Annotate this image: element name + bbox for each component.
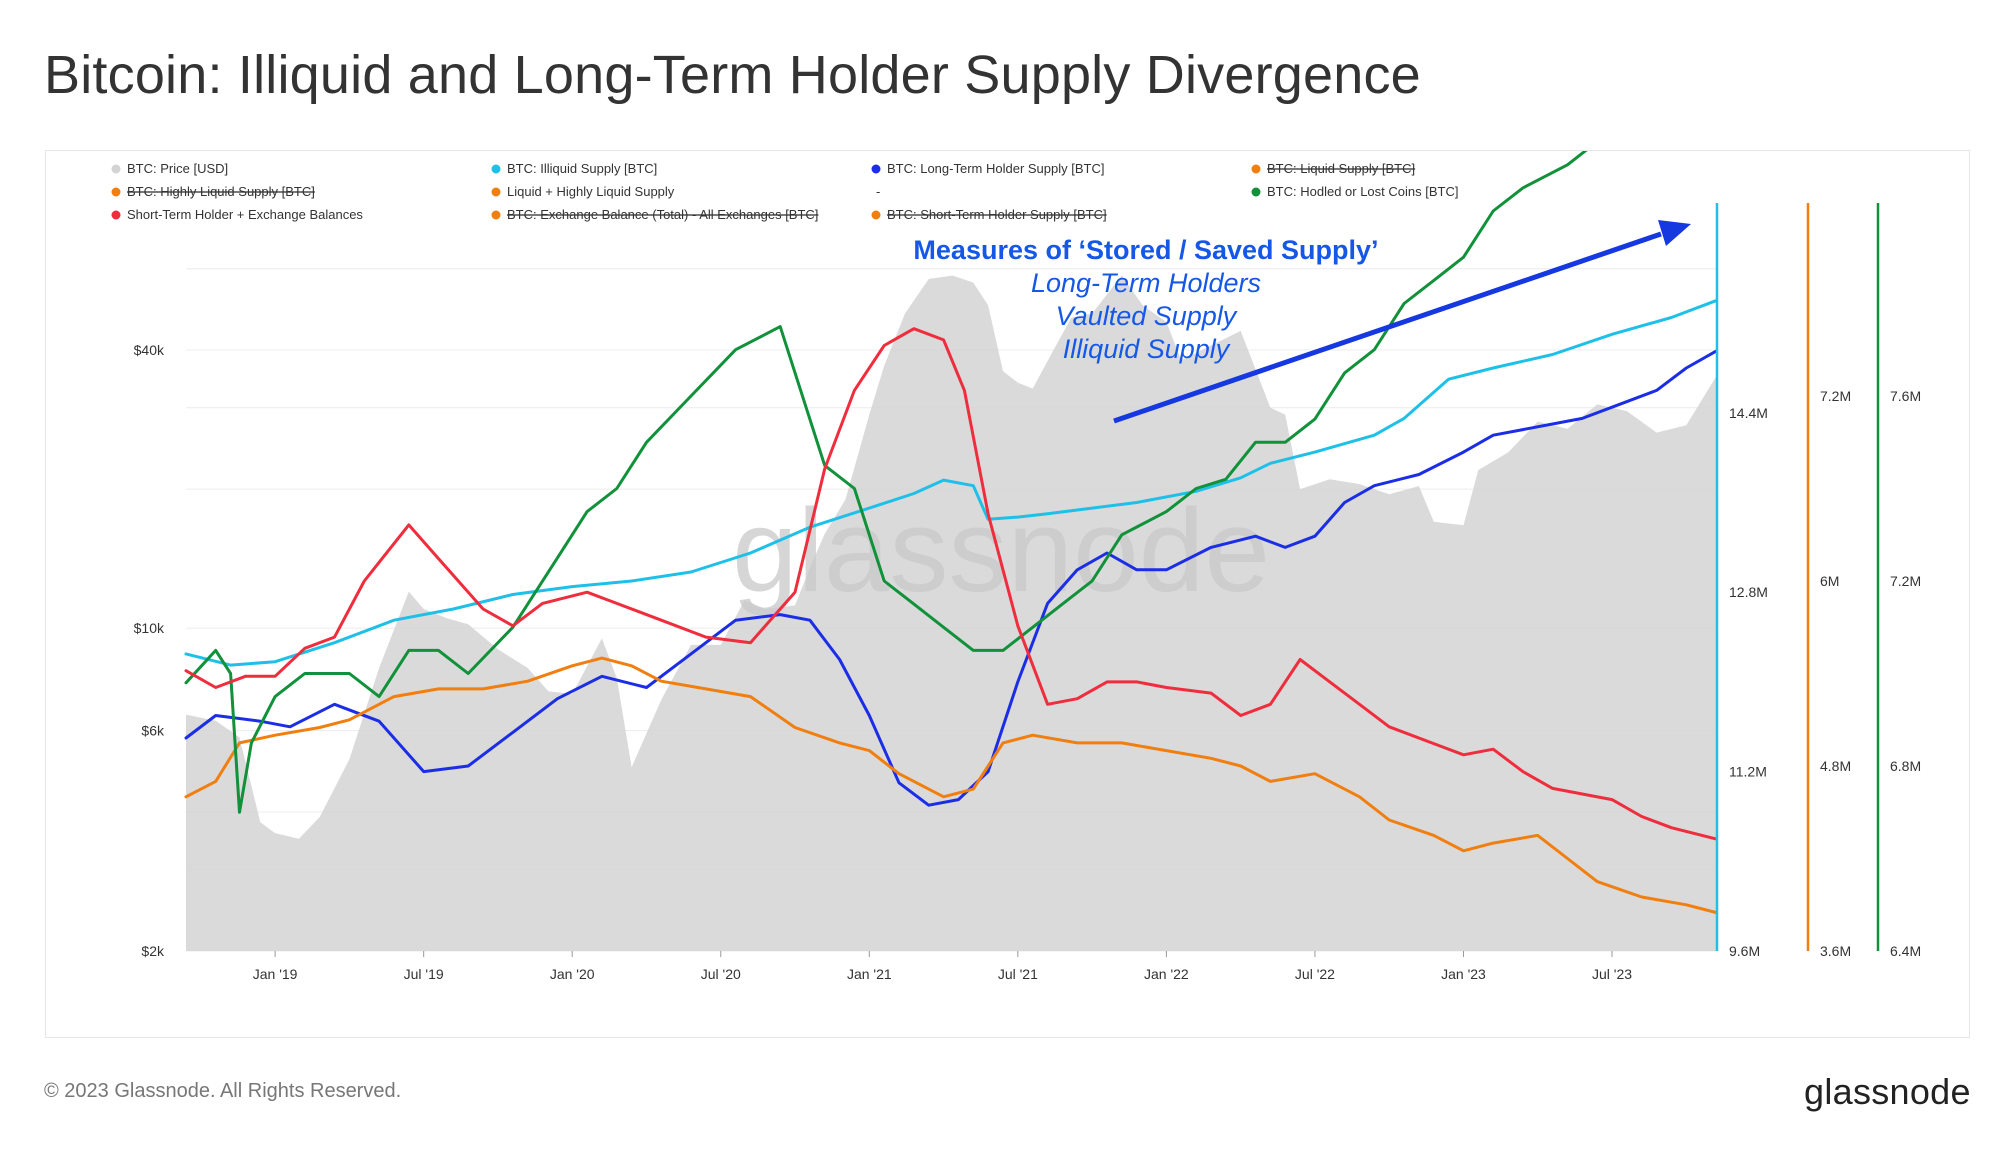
series-line-liquid-highly-liquid-supply — [184, 656, 1718, 914]
chart-panel: glassnode $2k $6k $10k $40k Jan '19 Jul '19 Ja… — [45, 150, 1970, 1038]
legend-item[interactable]: - — [876, 184, 880, 199]
legend-marker — [491, 187, 501, 197]
legend-label: BTC: Liquid Supply [BTC] — [1267, 161, 1415, 176]
legend-label: BTC: Hodled or Lost Coins [BTC] — [1267, 184, 1458, 199]
legend-label: Short-Term Holder + Exchange Balances — [127, 207, 363, 222]
trend-arrow-line — [1113, 231, 1662, 424]
right-axis-tick-hodled: 6.4M — [1890, 943, 1921, 959]
annotation-line-1: Long-Term Holders — [1031, 268, 1261, 298]
legend-label: - — [876, 184, 880, 199]
right-axis-tick-hodled: 6.8M — [1890, 758, 1921, 774]
legend-marker — [111, 164, 121, 174]
legend-marker — [871, 210, 881, 220]
series-line-btc-long-term-holder-supply-btc — [184, 349, 1718, 807]
chart-canvas: glassnode $2k $6k $10k $40k Jan '19 Jul '19 Ja… — [111, 151, 1921, 982]
legend-label: BTC: Short-Term Holder Supply [BTC] — [887, 207, 1107, 222]
x-tick-label: Jan '22 — [1144, 966, 1189, 982]
annotation: Measures of ‘Stored / Saved Supply’ Long… — [913, 220, 1691, 424]
legend-marker — [1251, 187, 1261, 197]
legend-item[interactable]: BTC: Long-Term Holder Supply [BTC] — [871, 161, 1105, 176]
legend[interactable]: BTC: Price [USD] BTC: Illiquid Supply [BT… — [111, 161, 1459, 222]
legend-label: BTC: Long-Term Holder Supply [BTC] — [887, 161, 1104, 176]
brand-logo: glassnode — [1804, 1071, 1971, 1112]
watermark: glassnode — [732, 485, 1270, 617]
annotation-line-3: Illiquid Supply — [1063, 334, 1231, 364]
right-axis-tick-hodled: 7.2M — [1890, 573, 1921, 589]
x-tick-label: Jul '21 — [998, 966, 1038, 982]
price-tick-label: $6k — [141, 723, 165, 739]
legend-item[interactable]: BTC: Price [USD] — [111, 161, 229, 176]
right-axis-tick-supply: 11.2M — [1729, 764, 1767, 780]
legend-label: BTC: Price [USD] — [127, 161, 228, 176]
legend-item[interactable]: BTC: Short-Term Holder Supply [BTC] — [871, 207, 1107, 222]
right-axis-tick-supply: 12.8M — [1729, 584, 1768, 600]
right-axis-tick-supply: 14.4M — [1729, 405, 1768, 421]
price-tick-label: $10k — [134, 620, 165, 636]
x-tick-label: Jul '23 — [1592, 966, 1632, 982]
right-axis-tick-liquid: 7.2M — [1820, 388, 1851, 404]
x-tick-label: Jan '20 — [550, 966, 595, 982]
x-tick-label: Jul '19 — [404, 966, 444, 982]
right-axis-tick-supply: 9.6M — [1729, 943, 1760, 959]
legend-item[interactable]: BTC: Illiquid Supply [BTC] — [491, 161, 658, 176]
price-tick-label: $40k — [134, 342, 165, 358]
legend-label: BTC: Illiquid Supply [BTC] — [507, 161, 657, 176]
right-axis-tick-liquid: 3.6M — [1820, 943, 1851, 959]
legend-item[interactable]: Short-Term Holder + Exchange Balances — [111, 207, 364, 222]
right-axis-tick-liquid: 4.8M — [1820, 758, 1851, 774]
right-axis-tick-hodled: 7.6M — [1890, 388, 1921, 404]
legend-label: BTC: Highly Liquid Supply [BTC] — [127, 184, 315, 199]
legend-item[interactable]: Liquid + Highly Liquid Supply — [491, 184, 675, 199]
legend-marker — [491, 210, 501, 220]
legend-item[interactable]: BTC: Hodled or Lost Coins [BTC] — [1251, 184, 1459, 199]
x-tick-label: Jan '23 — [1441, 966, 1486, 982]
x-tick-label: Jan '21 — [847, 966, 892, 982]
legend-label: Liquid + Highly Liquid Supply — [507, 184, 675, 199]
legend-label: BTC: Exchange Balance (Total) - All Exch… — [507, 207, 818, 222]
legend-marker — [111, 210, 121, 220]
legend-item[interactable]: BTC: Exchange Balance (Total) - All Exch… — [491, 207, 819, 222]
legend-marker — [491, 164, 501, 174]
legend-marker — [871, 164, 881, 174]
legend-marker — [1251, 164, 1261, 174]
copyright: © 2023 Glassnode. All Rights Reserved. — [44, 1080, 402, 1102]
legend-marker — [111, 187, 121, 197]
page-title: Bitcoin: Illiquid and Long-Term Holder S… — [44, 45, 1421, 105]
x-tick-label: Jan '19 — [253, 966, 298, 982]
annotation-heading: Measures of ‘Stored / Saved Supply’ — [913, 235, 1378, 265]
series-line-btc-hodled-or-lost-coins-btc — [184, 151, 1588, 814]
legend-item[interactable]: BTC: Highly Liquid Supply [BTC] — [111, 184, 315, 199]
trend-arrow-head — [1658, 220, 1691, 246]
series-lines — [184, 151, 1718, 914]
right-axis-tick-liquid: 6M — [1820, 573, 1839, 589]
x-tick-label: Jul '20 — [701, 966, 741, 982]
series-line-short-term-holder-exchange-balances — [184, 327, 1718, 841]
axes: $2k $6k $10k $40k Jan '19 Jul '19 Jan '20 Jul '… — [134, 203, 1921, 982]
legend-item[interactable]: BTC: Liquid Supply [BTC] — [1251, 161, 1416, 176]
x-tick-label: Jul '22 — [1295, 966, 1335, 982]
annotation-line-2: Vaulted Supply — [1056, 301, 1238, 331]
price-tick-label: $2k — [141, 943, 165, 959]
